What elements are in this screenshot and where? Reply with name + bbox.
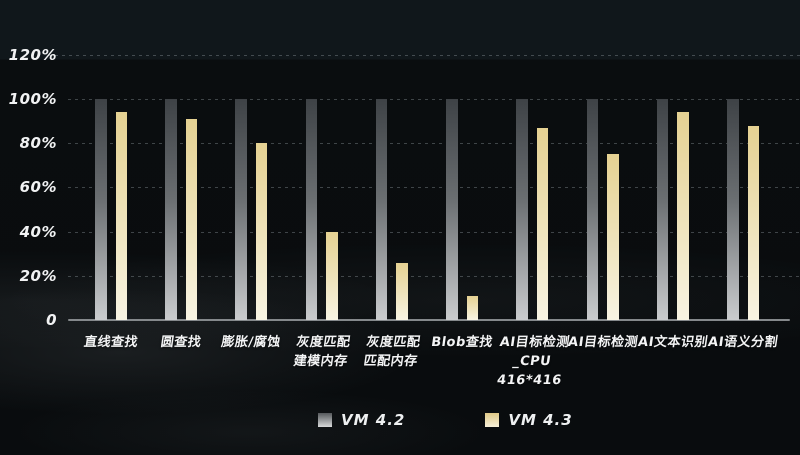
bar-vm-4.2-cat7	[516, 99, 528, 320]
legend-label-vm-4.2: VM 4.2	[341, 411, 406, 429]
gridline-120%	[48, 54, 800, 56]
bar-vm-4.2-cat2	[165, 99, 177, 320]
bar-vm-4.2-cat5	[375, 99, 388, 320]
bar-vm-4.2-cat6	[446, 99, 458, 320]
bar-vm-4.3-cat10	[747, 125, 759, 320]
bar-vm-4.3-cat5	[396, 262, 408, 320]
bar-vm-4.3-cat4	[326, 231, 338, 320]
bar-vm-4.3-cat6	[466, 295, 479, 320]
bar-vm-4.3-cat3	[255, 143, 268, 320]
y-axis-tick-label: 0	[46, 311, 57, 329]
gridline-20%	[68, 275, 800, 277]
bar-vm-4.3-cat2	[185, 118, 198, 320]
gridline-80%	[68, 143, 800, 145]
gridline-60%	[68, 187, 800, 189]
y-axis-tick-label: 20%	[19, 266, 57, 285]
bar-vm-4.2-cat8	[586, 99, 598, 320]
gridline-100%	[68, 99, 800, 100]
bar-vm-4.2-cat1	[95, 99, 107, 320]
legend-item-vm-4.2: VM 4.2	[318, 411, 405, 429]
category-label-line: AI语义分割	[706, 335, 780, 350]
legend-swatch-vm-4.2-icon	[318, 413, 332, 427]
y-axis-tick-label: 100%	[8, 90, 57, 108]
bar-vm-4.3-cat7	[536, 127, 549, 320]
category-label-line: 匹配内存	[362, 354, 419, 369]
y-axis-tick-label: 40%	[19, 222, 57, 241]
y-axis-tick-label: 80%	[19, 134, 57, 153]
x-axis-baseline	[68, 319, 790, 321]
legend-label-vm-4.3: VM 4.3	[508, 411, 573, 429]
y-axis-tick-label: 60%	[19, 178, 57, 197]
x-axis-category-label: AI语义分割	[682, 333, 800, 352]
bar-vm-4.2-cat9	[656, 99, 669, 320]
bar-vm-4.2-cat4	[305, 99, 318, 320]
bar-vm-4.2-cat3	[235, 99, 247, 320]
bar-vm-4.3-cat8	[607, 154, 619, 321]
bar-vm-4.3-cat1	[115, 112, 127, 320]
bar-vm-4.2-cat10	[727, 99, 739, 320]
legend-item-vm-4.3: VM 4.3	[485, 411, 572, 429]
gridline-40%	[68, 231, 800, 233]
bar-vm-4.3-cat9	[677, 112, 689, 320]
legend: VM 4.2 VM 4.3	[318, 411, 573, 429]
category-label-line: 416*416	[496, 373, 563, 388]
y-axis-tick-label: 120%	[8, 45, 57, 64]
category-label-line: _CPU	[512, 354, 553, 369]
legend-swatch-vm-4.3-icon	[485, 413, 500, 427]
